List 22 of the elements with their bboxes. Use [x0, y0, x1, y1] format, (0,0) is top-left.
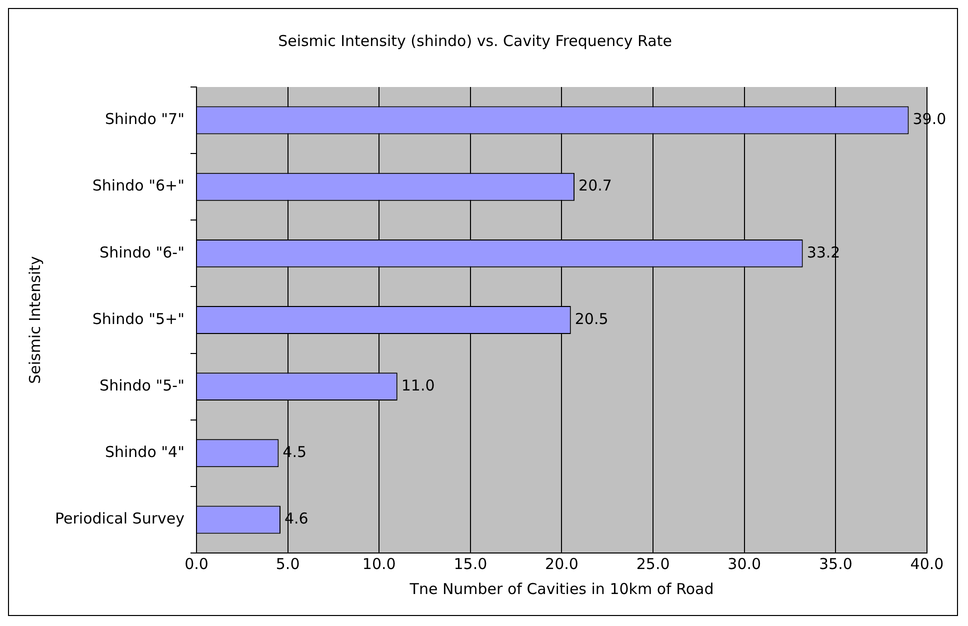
y-tick-label: Shindo "4" — [104, 443, 184, 462]
x-tick-label: 5.0 — [276, 554, 300, 573]
y-tick-label: Shindo "5+" — [92, 310, 184, 328]
x-tick-label: 0.0 — [184, 554, 208, 573]
data-label: 20.5 — [574, 310, 608, 328]
x-tick-label: 40.0 — [910, 554, 944, 573]
y-axis-title: Seismic Intensity — [26, 256, 44, 384]
data-label: 20.7 — [578, 176, 612, 195]
x-tick-label: 25.0 — [636, 554, 670, 573]
y-tick-label: Shindo "5-" — [100, 376, 184, 394]
y-tick-label: Shindo "6-" — [100, 243, 184, 262]
y-tick-label: Periodical Survey — [54, 510, 185, 528]
data-label: 11.0 — [401, 376, 435, 394]
x-tick-label: 35.0 — [818, 554, 852, 573]
x-tick-label: 30.0 — [728, 554, 762, 573]
chart-title: Seismic Intensity (shindo) vs. Cavity Frequency Rate — [278, 32, 672, 50]
y-tick-label: Shindo "7" — [104, 110, 184, 128]
x-tick-label: 20.0 — [545, 554, 578, 573]
x-tick-label: 10.0 — [362, 554, 396, 573]
y-tick-label: Shindo "6+" — [92, 176, 184, 195]
x-tick-label: 15.0 — [454, 554, 488, 573]
x-axis-title: Tne Number of Cavities in 10km of Road — [408, 580, 714, 598]
